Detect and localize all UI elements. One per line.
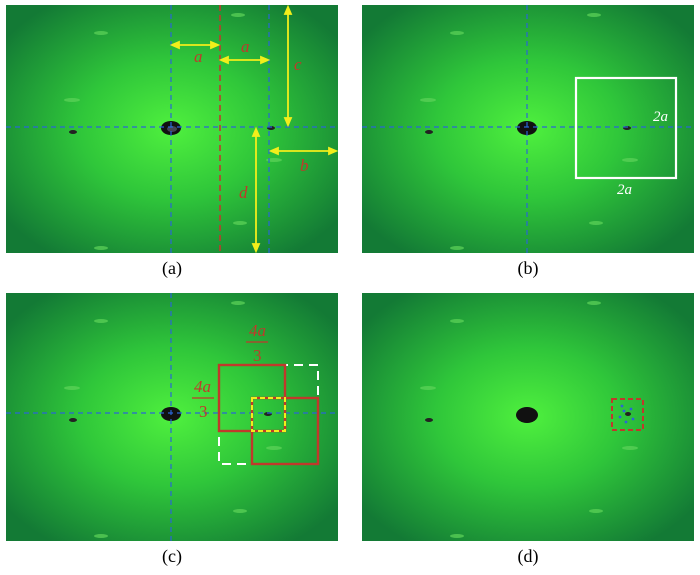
diffraction-spots [420,301,638,538]
frac-top-numerator: 4a [249,321,266,340]
side-peak-left [69,130,77,134]
side-peak-left [425,418,433,422]
panel-a: a a c b d [6,4,339,254]
panel-d-image [362,293,694,541]
side-peak-left [69,418,77,422]
label-a-right: a [241,37,250,56]
diffraction-spots [64,301,282,538]
panel-c: 4a 3 4a 3 [6,293,338,541]
center-peak [517,121,537,135]
label-c: c [294,55,302,74]
center-peak [516,407,538,423]
caption-c: (c) [162,546,182,566]
side-peak-left [425,130,433,134]
white-window [574,76,678,180]
frac-left-numerator: 4a [194,377,211,396]
panel-c-image: 4a 3 4a 3 [6,293,338,541]
yellow-arrows [169,4,339,254]
label-d: d [239,183,248,202]
red-dashed-window [611,398,644,431]
caption-b: (b) [517,258,539,278]
panel-a-image: a a c b d [6,4,339,254]
label-a-left: a [194,47,203,66]
diffraction-spots [420,13,638,250]
yellow-overlap-window [251,397,286,432]
caption-a: (a) [162,258,182,278]
label-b: b [300,156,309,175]
caption-d: (d) [517,546,539,566]
panel-b-image: 2a 2a [362,5,694,253]
diffraction-spots [64,13,282,250]
label-2a-bottom: 2a [617,182,632,198]
frac-top-denominator: 3 [253,346,262,365]
panel-d [362,293,694,541]
panel-b: 2a 2a [362,5,694,253]
label-2a-right: 2a [653,109,668,125]
side-peak-right [625,412,631,416]
frac-left-denominator: 3 [199,402,208,421]
